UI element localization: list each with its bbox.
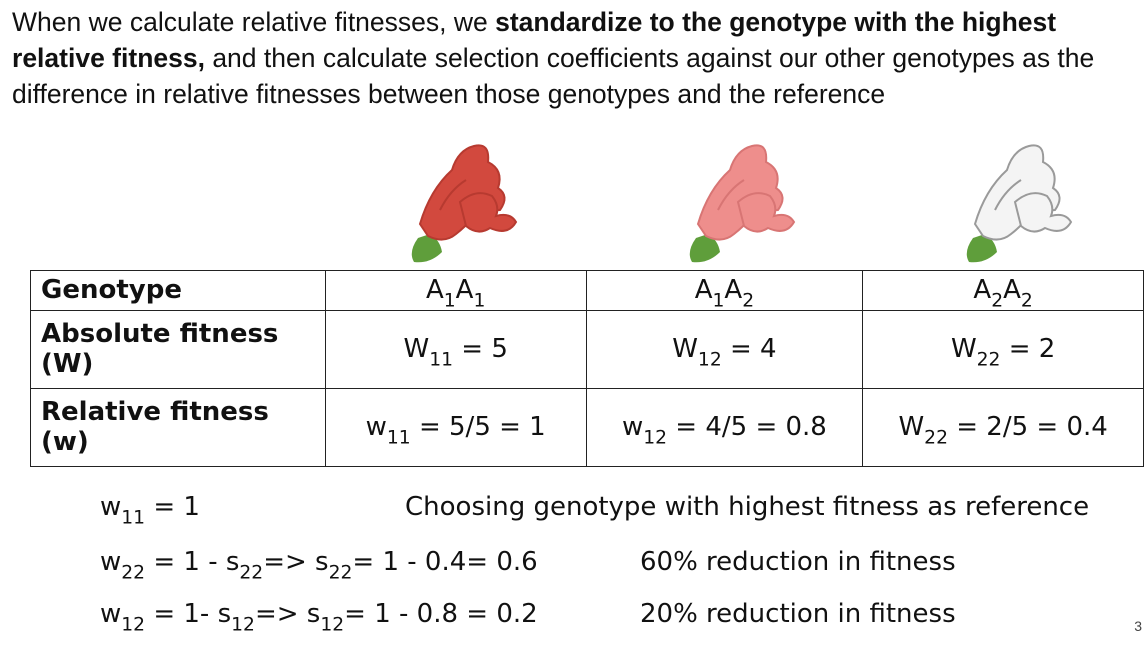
relative-fitness-cell-11: w11 = 5/5 = 1: [324, 387, 587, 468]
genotype-cell-a1a1: A1A1: [324, 270, 587, 311]
white-flower-leaf: [966, 234, 997, 263]
row-label-absolute-fitness: Absolute fitness (W): [30, 309, 326, 389]
intro-paragraph: When we calculate relative fitnesses, we…: [12, 4, 1122, 112]
calc-note-60-reduction: 60% reduction in fitness: [640, 547, 956, 577]
relative-fitness-cell-12: w12 = 4/5 = 0.8: [585, 387, 864, 468]
genotype-cell-a1a2: A1A2: [585, 270, 864, 311]
absolute-fitness-cell-12: W12 = 4: [585, 309, 864, 389]
calc-equation-w11: w11 = 1: [100, 492, 200, 529]
intro-bold-text: standardize to the genotype with the hig…: [12, 7, 1057, 73]
genotype-cell-a2a2: A2A2: [862, 270, 1144, 311]
table-row-relative-fitness: Relative fitness (w) w11 = 5/5 = 1 w12 =…: [30, 387, 1144, 468]
pink-flower-leaf: [689, 234, 720, 263]
red-flower-lip: [458, 192, 518, 233]
absolute-fitness-cell-11: W11 = 5: [324, 309, 587, 389]
calc-equation-w22: w22 = 1 - s22=> s22= 1 - 0.4= 0.6: [100, 547, 538, 584]
white-snapdragon-flower-icon: [966, 144, 1073, 263]
pink-snapdragon-flower-icon: [689, 144, 796, 263]
page-number: 3: [1134, 618, 1142, 634]
row-label-genotype: Genotype: [30, 270, 326, 311]
absolute-fitness-cell-22: W22 = 2: [862, 309, 1144, 389]
pink-flower-lip: [736, 192, 796, 233]
intro-text-2: and then calculate selection coefficient…: [12, 43, 1095, 109]
table-row-genotype: Genotype A1A1 A1A2 A2A2: [30, 270, 1144, 311]
calc-note-20-reduction: 20% reduction in fitness: [640, 599, 956, 629]
intro-text-1: When we calculate relative fitnesses, we: [12, 7, 496, 37]
table-row-absolute-fitness: Absolute fitness (W) W11 = 5 W12 = 4 W22…: [30, 309, 1144, 389]
row-label-relative-fitness: Relative fitness (w): [30, 387, 326, 468]
red-flower-leaf: [411, 234, 442, 263]
relative-fitness-cell-22: W22 = 2/5 = 0.4: [862, 387, 1144, 468]
calc-equation-w12: w12 = 1- s12=> s12= 1 - 0.8 = 0.2: [100, 599, 538, 636]
fitness-table: Genotype A1A1 A1A2 A2A2 Absolute fitness…: [30, 270, 1144, 468]
white-flower-lip: [1013, 192, 1073, 233]
red-snapdragon-flower-icon: [411, 144, 518, 263]
calc-note-reference: Choosing genotype with highest fitness a…: [405, 492, 1090, 522]
